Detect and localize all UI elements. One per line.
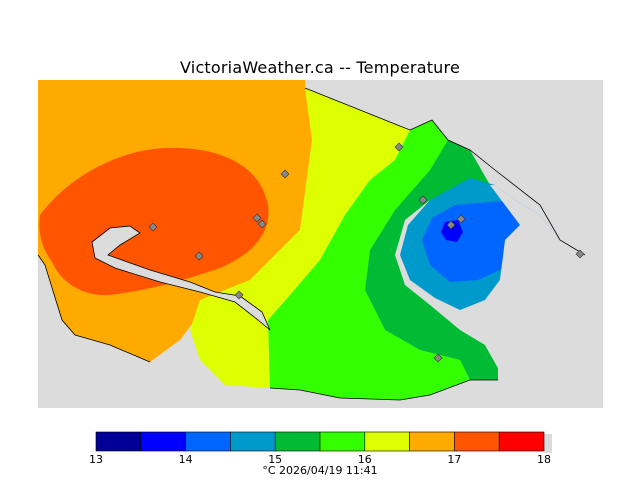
station-marker [394, 142, 404, 152]
colorbar-swatch [185, 431, 231, 452]
coast-water-south [38, 255, 150, 372]
station-marker [446, 220, 456, 230]
station-marker [575, 249, 585, 259]
station-marker [234, 290, 244, 300]
station-marker [418, 195, 428, 205]
chart-title: VictoriaWeather.ca -- Temperature [180, 58, 460, 77]
region-13.5-14 [441, 220, 463, 242]
region-16-16.5 [190, 88, 410, 388]
colorbar-swatch [274, 431, 321, 452]
station-marker [280, 169, 290, 179]
station-marker [257, 219, 267, 229]
region-15-15.5 [365, 140, 498, 380]
colorbar-swatch [498, 431, 545, 452]
colorbar-swatch [140, 431, 186, 452]
colorbar-swatch [364, 431, 410, 452]
colorbar [95, 431, 552, 453]
colorbar-swatch [409, 431, 455, 452]
coast-water-southeast [485, 185, 603, 408]
north-water [305, 80, 603, 195]
colorbar-tick-label: 15 [268, 453, 283, 466]
station-marker [433, 353, 443, 363]
units-and-timestamp: °C 2026/04/19 11:41 [262, 464, 378, 477]
station-marker [194, 251, 204, 261]
colorbar-swatch [95, 431, 142, 452]
colorbar-tick-label: 16 [357, 453, 372, 466]
colorbar-tick-label: 17 [447, 453, 462, 466]
colorbar-swatch [230, 431, 276, 452]
station-marker [148, 222, 158, 232]
region-15.5-16 [268, 120, 470, 400]
station-marker [252, 213, 262, 223]
colorbar-tick-label: 14 [178, 453, 193, 466]
colorbar-tick-label: 13 [89, 453, 103, 466]
colorbar-swatch [454, 431, 500, 452]
station-markers [148, 142, 585, 363]
colorbar-shadow [544, 434, 552, 453]
colorbar-tick-label: 18 [537, 453, 551, 466]
station-marker [456, 214, 466, 224]
colorbar-swatch [319, 431, 366, 452]
coastline [37, 87, 586, 401]
